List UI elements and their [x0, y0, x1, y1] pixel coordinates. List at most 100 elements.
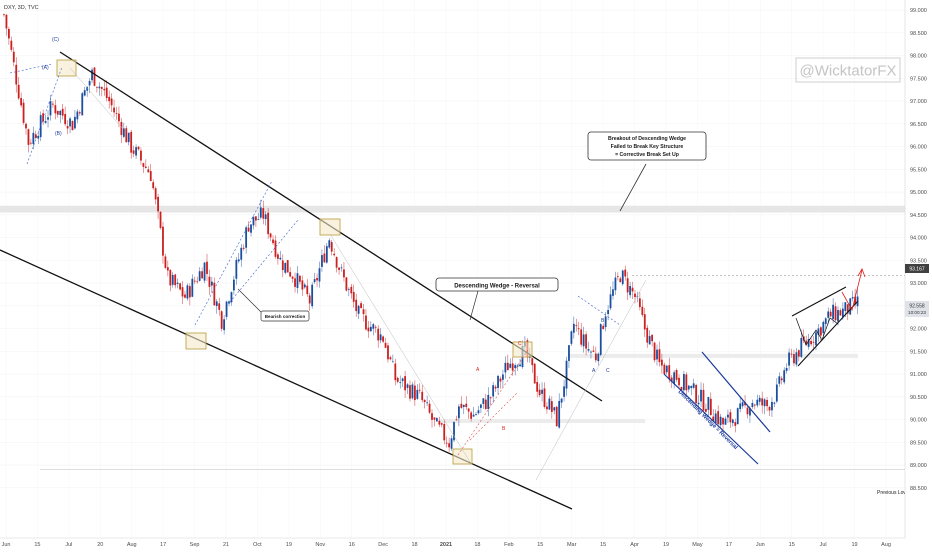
candle-body [609, 294, 612, 309]
candle-body [827, 311, 830, 318]
wave-label-A-2: A [476, 367, 480, 373]
candle-body [516, 365, 519, 367]
candle-body [800, 337, 803, 357]
candle-body [365, 315, 367, 330]
candle-body [462, 404, 465, 407]
candle-body [88, 80, 91, 86]
time-tick-label: Nov [315, 542, 325, 548]
price-tick-label: 94.000 [910, 236, 927, 242]
candle-body [377, 328, 380, 341]
candle-body [76, 111, 79, 120]
candle-body [144, 166, 147, 168]
candle-body [577, 328, 580, 330]
candle-body [553, 407, 556, 411]
candle-body [612, 289, 614, 296]
candle-body [472, 414, 475, 417]
candle-body [582, 334, 585, 347]
candle-body [47, 117, 49, 120]
wedge-upper-line[interactable] [701, 351, 771, 433]
candle-body [37, 136, 40, 139]
breakout-callout[interactable]: Breakout of Descending Wedge Failed to B… [587, 131, 707, 161]
candle-body [832, 304, 834, 320]
candle-body [458, 406, 460, 419]
candle-body [790, 353, 793, 355]
time-axis[interactable] [0, 538, 932, 550]
candle-body [140, 150, 142, 161]
price-tick-label: 90.000 [910, 418, 927, 424]
grid [0, 9, 905, 489]
candle-body [519, 364, 521, 367]
candle-body [303, 284, 306, 288]
candle-body [580, 329, 583, 345]
candle-body [12, 51, 15, 63]
candle-body [837, 310, 839, 322]
candle-body [27, 129, 30, 145]
candle-body [744, 402, 746, 406]
price-tick-label: 88.500 [910, 486, 927, 492]
candle-body [367, 327, 370, 332]
candle-body [257, 219, 260, 221]
candle-body [680, 386, 683, 391]
candle-body [719, 416, 722, 426]
candle-body [604, 316, 607, 328]
drawings [0, 51, 866, 510]
candle-body [213, 282, 216, 306]
candle-body [543, 388, 546, 407]
candle-body [333, 253, 336, 256]
candle-body [594, 353, 597, 361]
candle-body [602, 325, 605, 330]
candle-body [22, 102, 25, 123]
time-tick-label: Jul [820, 542, 827, 548]
candle-body [722, 417, 724, 425]
candle-body [103, 88, 106, 91]
flag-lower-line[interactable] [797, 300, 859, 367]
last-price-value: 92.558 [909, 304, 925, 310]
candle-body [409, 385, 411, 399]
candle-body [749, 408, 751, 416]
time-tick-label: 21 [223, 542, 229, 548]
candle-body [844, 302, 847, 312]
candle-body [793, 354, 795, 364]
candle-body [783, 370, 786, 383]
candle-body [729, 412, 732, 423]
projection-arrow-icon [857, 268, 866, 278]
price-tick-label: 99.000 [910, 8, 927, 14]
time-tick-label: 15 [600, 542, 606, 548]
candle-body [663, 364, 666, 374]
candle-body [252, 216, 255, 226]
plot-area [0, 0, 905, 538]
wave-label-B-3: B [601, 318, 605, 324]
candle-body [780, 378, 783, 381]
candle-body [56, 110, 59, 115]
candle-body [149, 171, 152, 182]
bearish-correction-box [260, 310, 310, 322]
candle-body [30, 142, 32, 144]
candle-body [215, 301, 218, 306]
bearish-correction-callout[interactable]: Bearish correction [260, 310, 310, 322]
candle-body [773, 402, 776, 404]
candle-body [188, 286, 191, 298]
candle-body [460, 403, 463, 408]
price-tick-label: 91.000 [910, 372, 927, 378]
candle-body [389, 357, 392, 360]
candle-body [810, 340, 812, 345]
candle-body [482, 398, 485, 404]
time-tick-label: Dec [378, 542, 388, 548]
time-tick-label: Oct [253, 542, 262, 548]
channel-line-1b [9, 63, 53, 74]
lower-trendline[interactable] [0, 249, 573, 510]
candle-body [846, 304, 849, 314]
price-tick-label: 96.000 [910, 145, 927, 151]
candle-body [717, 411, 720, 425]
price-tick-label: 90.500 [910, 395, 927, 401]
dashed-level-tag: 93.167 [905, 264, 929, 273]
wedge-lower-line[interactable] [663, 373, 759, 465]
candle-body [660, 359, 663, 366]
time-tick-label: 18 [474, 542, 480, 548]
wedge-reversal-callout[interactable]: Descending Wedge - Reversal [435, 277, 559, 292]
price-tick-label: 93.000 [910, 281, 927, 287]
flag-upper-line[interactable] [791, 286, 847, 317]
time-tick-label: 15 [34, 542, 40, 548]
